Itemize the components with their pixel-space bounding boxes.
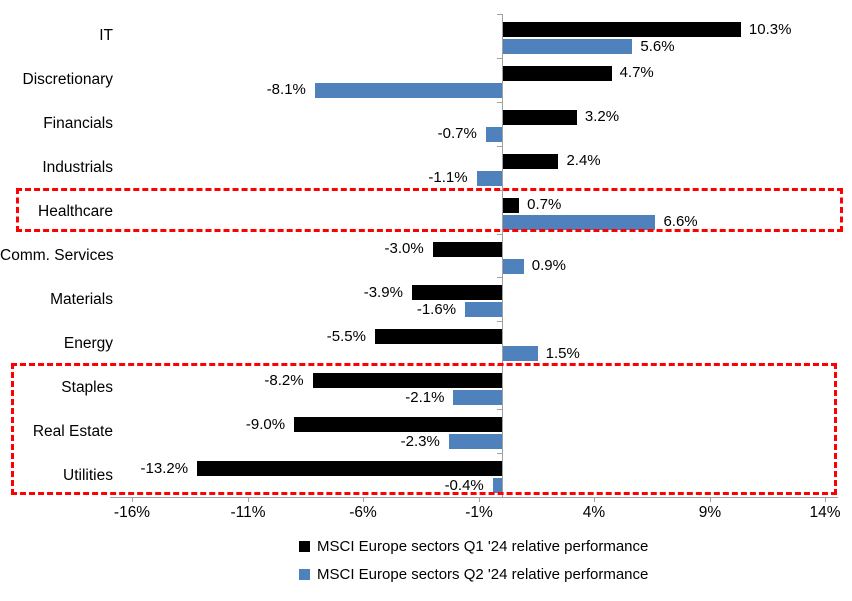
- y-axis-tick: [497, 58, 502, 59]
- x-axis-tick: [594, 497, 595, 502]
- bar-q1-materials: [411, 285, 502, 301]
- x-tick-label-9: 9%: [698, 504, 722, 521]
- highlight-box-staples-real-estate-utilities: [11, 363, 837, 495]
- category-label-utilities: Utilities: [63, 466, 113, 484]
- value-label-q2-healthcare: 6.6%: [663, 213, 698, 231]
- y-axis-tick: [497, 321, 502, 322]
- legend-label-q1: MSCI Europe sectors Q1 '24 relative perf…: [317, 538, 649, 555]
- value-label-q2-it: 5.6%: [640, 37, 675, 55]
- category-label-it: IT: [99, 27, 113, 45]
- value-label-q2-real-estate: -2.3%: [400, 432, 440, 450]
- bar-q2-financials: [485, 126, 502, 142]
- category-label-real-estate: Real Estate: [32, 422, 113, 440]
- x-tick-label-16: -16%: [113, 504, 151, 521]
- value-label-q2-comm-services: 0.9%: [531, 257, 566, 275]
- y-axis-tick: [497, 277, 502, 278]
- bar-q2-it: [503, 39, 633, 54]
- bar-q1-industrials: [503, 153, 559, 169]
- x-axis-tick: [825, 497, 826, 502]
- x-axis-line: [110, 497, 838, 498]
- bar-q1-real-estate: [294, 417, 502, 433]
- bar-q1-energy: [374, 329, 502, 345]
- y-axis-tick: [497, 453, 502, 454]
- value-label-q2-financials: -0.7%: [437, 125, 477, 143]
- y-axis-tick: [497, 234, 502, 235]
- bar-q2-healthcare: [503, 214, 656, 230]
- x-axis-tick: [363, 497, 364, 502]
- legend-swatch-q1-icon: [299, 541, 310, 552]
- y-axis-line: [502, 14, 503, 497]
- category-label-comm-services: Comm. Services: [0, 247, 114, 264]
- value-label-q1-comm-services: -3.0%: [384, 240, 424, 258]
- bar-q2-materials: [465, 302, 502, 318]
- bar-q1-comm-services: [432, 241, 502, 257]
- bar-q2-comm-services: [503, 258, 524, 274]
- value-label-q2-staples: -2.1%: [405, 388, 445, 406]
- x-tick-label-14: 14%: [809, 504, 841, 521]
- bar-q1-utilities: [197, 461, 502, 477]
- bar-q2-discretionary: [314, 82, 502, 98]
- value-label-q2-discretionary: -8.1%: [266, 81, 306, 99]
- value-label-q1-healthcare: 0.7%: [527, 196, 562, 214]
- bar-q1-healthcare: [503, 197, 520, 213]
- y-axis-tick: [497, 102, 502, 103]
- x-axis-tick: [479, 497, 480, 502]
- value-label-q1-it: 10.3%: [748, 20, 792, 38]
- x-axis-tick: [248, 497, 249, 502]
- bar-q2-energy: [503, 346, 538, 362]
- value-label-q1-staples: -8.2%: [264, 371, 304, 389]
- y-axis-tick: [497, 14, 502, 15]
- y-axis-tick: [497, 497, 502, 498]
- bar-q1-discretionary: [503, 65, 612, 81]
- bar-q1-staples: [312, 373, 502, 389]
- category-label-materials: Materials: [50, 290, 113, 308]
- legend-swatch-q2-icon: [299, 569, 310, 580]
- category-label-energy: Energy: [63, 334, 113, 352]
- legend-label-q2: MSCI Europe sectors Q2 '24 relative perf…: [317, 566, 649, 583]
- category-label-discretionary: Discretionary: [22, 71, 113, 89]
- value-label-q1-discretionary: 4.7%: [619, 64, 654, 82]
- x-tick-label-4: 4%: [582, 504, 606, 521]
- x-axis-tick: [710, 497, 711, 502]
- bar-q1-financials: [503, 109, 577, 125]
- bar-q2-industrials: [476, 170, 502, 186]
- bar-q1-it: [503, 22, 741, 37]
- bar-q2-real-estate: [448, 434, 502, 450]
- value-label-q2-utilities: -0.4%: [444, 476, 484, 494]
- category-label-financials: Financials: [43, 115, 113, 133]
- x-tick-label-6: -6%: [349, 504, 377, 521]
- y-axis-tick: [497, 409, 502, 410]
- value-label-q1-materials: -3.9%: [363, 283, 403, 301]
- legend-item-q2: MSCI Europe sectors Q2 '24 relative perf…: [299, 566, 648, 583]
- x-tick-label-1: -1%: [465, 504, 493, 521]
- bar-q2-utilities: [492, 478, 502, 494]
- value-label-q1-utilities: -13.2%: [140, 459, 189, 477]
- bar-q2-staples: [453, 390, 502, 406]
- value-label-q2-materials: -1.6%: [416, 300, 457, 318]
- value-label-q1-financials: 3.2%: [584, 108, 620, 126]
- value-label-q1-industrials: 2.4%: [566, 152, 601, 170]
- x-tick-label-11: -11%: [230, 504, 266, 521]
- highlight-box-healthcare: [16, 187, 843, 232]
- category-label-staples: Staples: [61, 378, 113, 396]
- value-label-q1-energy: -5.5%: [326, 327, 366, 345]
- y-axis-tick: [497, 146, 502, 147]
- legend: MSCI Europe sectors Q1 '24 relative perf…: [299, 538, 648, 583]
- x-axis-tick: [132, 497, 133, 502]
- legend-item-q1: MSCI Europe sectors Q1 '24 relative perf…: [299, 538, 648, 555]
- category-label-healthcare: Healthcare: [38, 203, 113, 221]
- category-label-industrials: Industrials: [42, 159, 113, 177]
- value-label-q2-energy: 1.5%: [545, 344, 580, 362]
- value-label-q2-industrials: -1.1%: [428, 169, 468, 187]
- value-label-q1-real-estate: -9.0%: [245, 415, 286, 433]
